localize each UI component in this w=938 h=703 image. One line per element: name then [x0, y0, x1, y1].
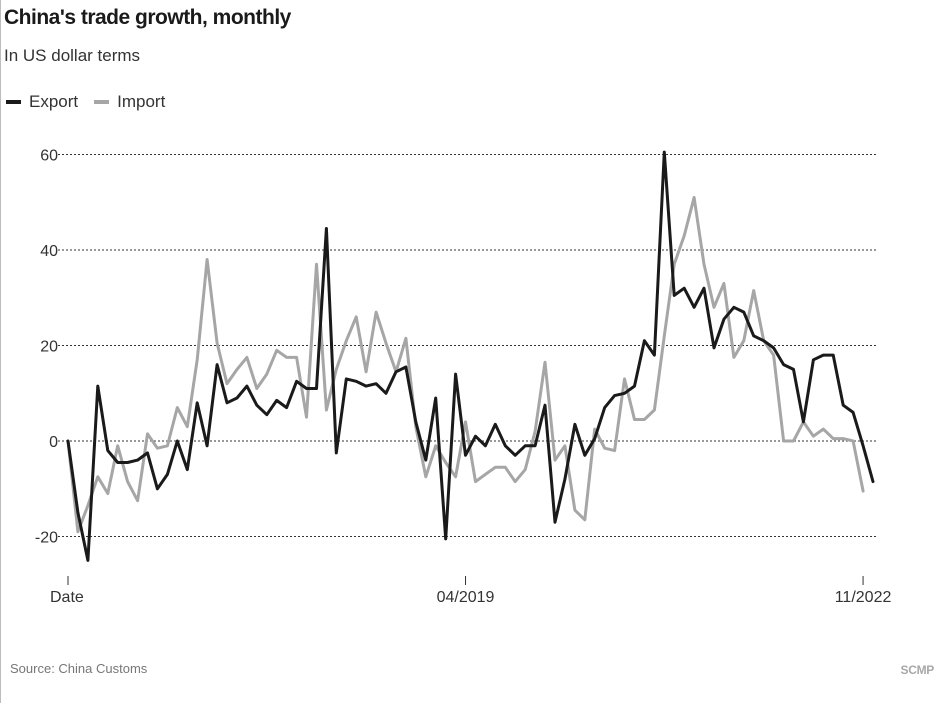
x-axis-ticks: Date 04/2019 11/2022	[50, 576, 891, 606]
chart-legend: Export Import	[6, 92, 181, 112]
legend-swatch-import	[94, 100, 110, 104]
x-tick-label-2: 11/2022	[835, 589, 892, 606]
legend-swatch-export	[6, 100, 21, 104]
series-lines	[66, 150, 875, 562]
series-line-export	[66, 150, 875, 562]
y-tick-label-20: 20	[40, 339, 58, 356]
y-tick-label-60: 60	[40, 148, 58, 165]
brand-logo: SCMP	[900, 663, 935, 677]
chart-subtitle: In US dollar terms	[4, 46, 141, 65]
legend-item-import: Import	[94, 92, 165, 112]
series-line-import	[66, 196, 865, 534]
y-tick-label-0: 0	[49, 434, 58, 451]
chart-title: China's trade growth, monthly	[4, 6, 291, 29]
legend-item-export: Export	[6, 92, 78, 112]
source-note: Source: China Customs	[10, 661, 148, 676]
x-tick-label-1: 04/2019	[437, 589, 495, 606]
y-tick-label-40: 40	[40, 243, 58, 260]
left-border-rule	[0, 0, 1, 703]
y-tick-label--20: -20	[35, 530, 58, 547]
grid-lines	[58, 154, 876, 537]
x-tick-label-0: Date	[50, 589, 84, 606]
y-axis-tick-labels: 60 40 20 0 -20	[35, 148, 58, 547]
legend-label-import: Import	[117, 92, 166, 111]
legend-label-export: Export	[29, 92, 79, 111]
